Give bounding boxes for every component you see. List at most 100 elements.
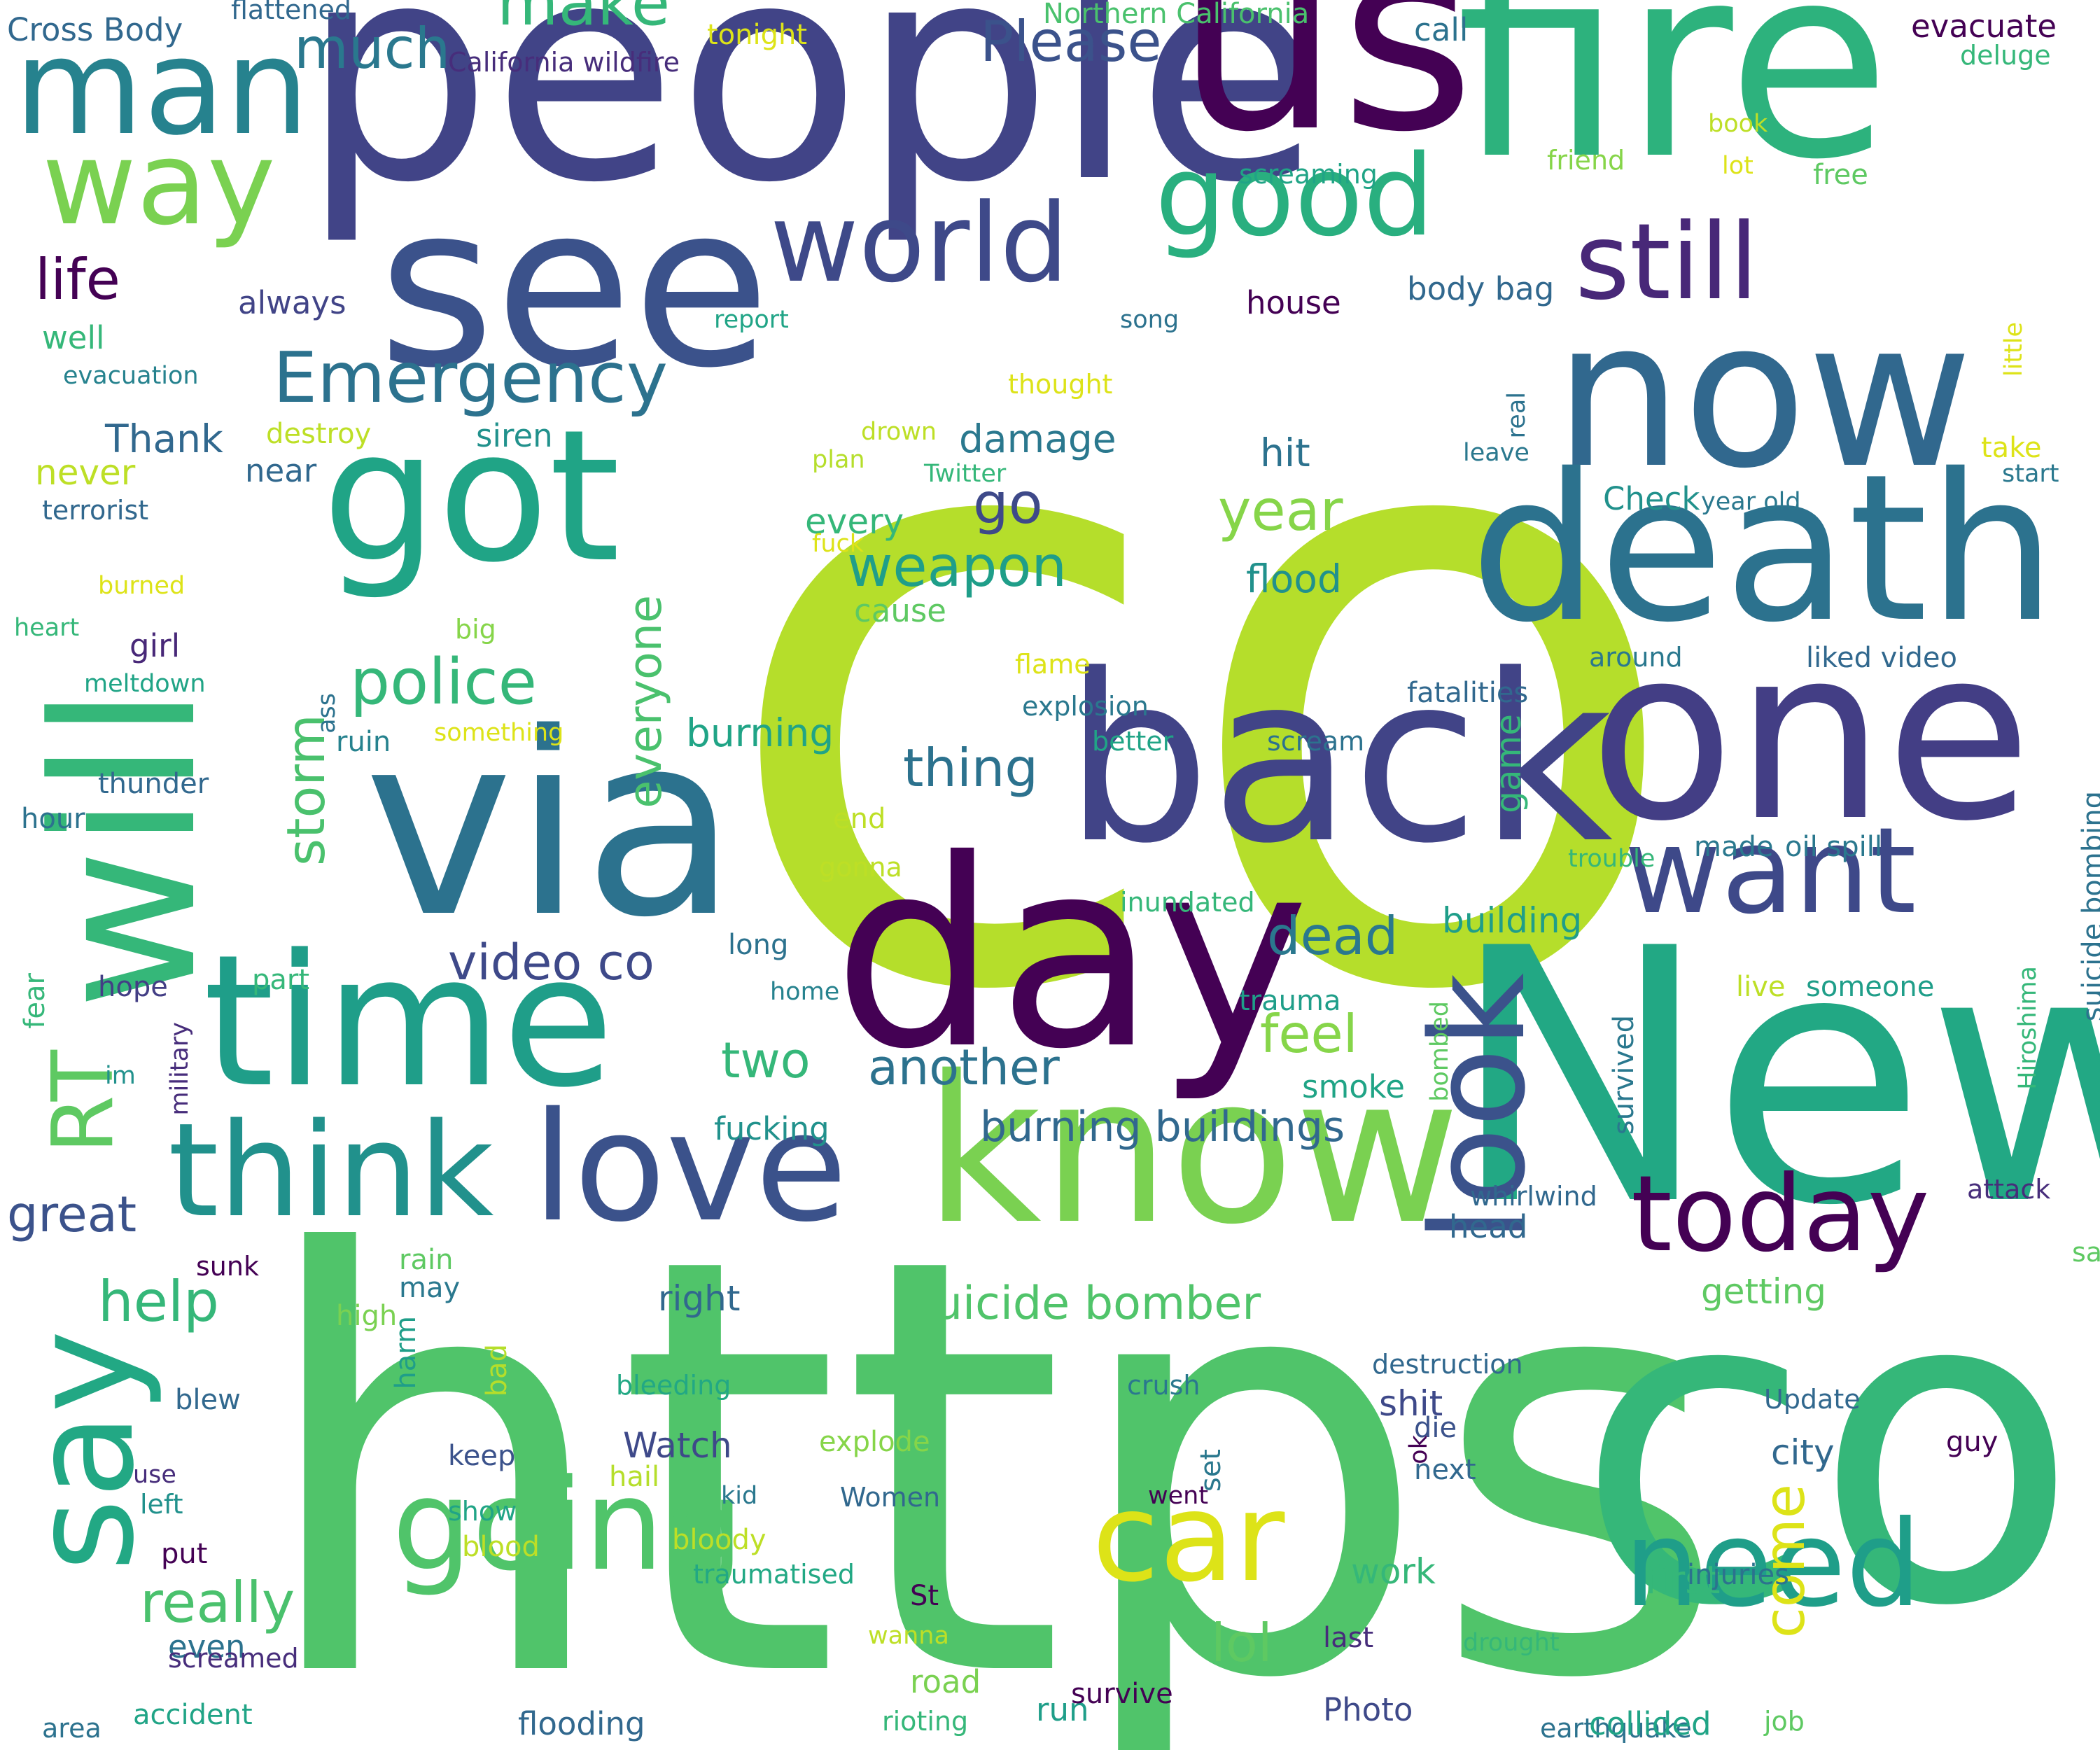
cloud-word-game: game (1488, 714, 1529, 813)
cloud-word-wanna: wanna (868, 1622, 949, 1650)
cloud-word-song: song (1120, 306, 1180, 334)
cloud-word-meltdown: meltdown (84, 670, 206, 698)
cloud-word-suicide-bomber: suicide bomber (910, 1278, 1261, 1330)
cloud-word-burned: burned (98, 572, 186, 600)
cloud-word-friend: friend (1547, 145, 1625, 176)
cloud-word-run: run (1036, 1691, 1089, 1728)
cloud-word-made: made (1694, 831, 1774, 863)
cloud-word-house: house (1246, 284, 1341, 321)
cloud-word-thunder: thunder (98, 768, 209, 800)
cloud-word-people: people (301, 0, 1322, 248)
cloud-word-lot: lot (1722, 152, 1754, 180)
cloud-word-around: around (1589, 642, 1683, 673)
cloud-word-twitter: Twitter (924, 460, 1007, 488)
cloud-word-fatalities: fatalities (1407, 677, 1529, 709)
cloud-word-may: may (399, 1272, 461, 1304)
cloud-word-new: New (1449, 874, 2100, 1282)
cloud-word-photo: Photo (1323, 1691, 1413, 1728)
cloud-word-please: Please (980, 9, 1162, 74)
cloud-word-want: want (1624, 802, 1917, 941)
cloud-word-evacuation: evacuation (63, 362, 199, 390)
cloud-word-rioting: rioting (882, 1706, 969, 1737)
cloud-word-need: need (1624, 1495, 1921, 1634)
cloud-word-terrorist: terrorist (42, 495, 149, 526)
cloud-word-hit: hit (1260, 430, 1310, 475)
cloud-word-bloody: bloody (672, 1524, 766, 1556)
cloud-word-fucking: fucking (714, 1110, 830, 1147)
cloud-word-well: well (42, 319, 105, 356)
cloud-word-two: two (721, 1032, 811, 1089)
cloud-word-whirlwind: whirlwind (1470, 1181, 1597, 1212)
cloud-word-harm: harm (390, 1316, 422, 1390)
cloud-word-high: high (336, 1300, 398, 1332)
cloud-word-destroy: destroy (266, 418, 372, 450)
cloud-word-someone: someone (1806, 971, 1935, 1003)
cloud-word-put: put (161, 1538, 208, 1570)
cloud-word-girl: girl (130, 627, 181, 664)
cloud-word-road: road (910, 1663, 981, 1700)
cloud-word-went: went (1148, 1482, 1209, 1510)
cloud-word-left: left (140, 1489, 183, 1520)
cloud-word-use: use (133, 1461, 176, 1489)
cloud-word-much: much (294, 16, 451, 81)
cloud-word-earthquake: earthquake (1540, 1713, 1692, 1744)
cloud-word-great: great (7, 1186, 137, 1243)
cloud-word-st: St (910, 1580, 939, 1612)
cloud-word-job: job (1764, 1706, 1805, 1737)
cloud-word-injuries: injuries (1687, 1559, 1789, 1591)
cloud-word-dead: dead (1267, 905, 1399, 967)
cloud-word-update: Update (1764, 1384, 1861, 1415)
cloud-word-hour: hour (21, 803, 85, 835)
cloud-word-next: next (1414, 1454, 1476, 1486)
cloud-word-northern-california: Northern California (1043, 0, 1310, 30)
cloud-word-women: Women (840, 1482, 941, 1513)
cloud-word-book: book (1708, 110, 1768, 138)
cloud-word-still: still (1575, 202, 1758, 323)
cloud-word-collided: collided (1589, 1705, 1712, 1742)
cloud-word-live: live (1736, 971, 1786, 1003)
cloud-word-die: die (1414, 1412, 1457, 1444)
cloud-word-real: real (1503, 392, 1531, 439)
cloud-word-crush: crush (1127, 1370, 1200, 1401)
cloud-word-survived: survived (1608, 1015, 1640, 1135)
cloud-word-area: area (42, 1713, 102, 1744)
cloud-word-flame: flame (1015, 649, 1091, 680)
cloud-word-damage: damage (959, 416, 1116, 461)
cloud-word-better: better (1092, 726, 1174, 757)
cloud-word-help: help (98, 1269, 219, 1334)
cloud-word-bleeding: bleeding (616, 1370, 732, 1401)
cloud-word-check: Check (1603, 480, 1700, 517)
cloud-word-every: every (805, 501, 904, 542)
cloud-word-call: call (1414, 11, 1469, 48)
cloud-word-make: make (497, 0, 671, 40)
cloud-word-never: never (35, 452, 136, 493)
cloud-word-go: go (973, 471, 1043, 536)
cloud-word-california-wildfire: California wildfire (448, 47, 680, 78)
cloud-word-little: little (2000, 322, 2028, 377)
cloud-word-gonna: gonna (819, 852, 902, 883)
cloud-word-explosion: explosion (1022, 691, 1149, 722)
cloud-word-co: co (714, 197, 1690, 1175)
cloud-word-smoke: smoke (1302, 1068, 1405, 1105)
cloud-word-city: city (1771, 1432, 1835, 1473)
cloud-word-fear: fear (19, 973, 51, 1029)
cloud-word-burning: burning (686, 710, 834, 755)
cloud-word-attack: attack (1967, 1174, 2051, 1205)
cloud-word-lol: lol (1211, 1612, 1273, 1674)
cloud-word-kid: kid (721, 1482, 758, 1510)
cloud-word-always: always (238, 284, 346, 321)
cloud-word-shit: shit (1379, 1383, 1443, 1424)
cloud-word-flooding: flooding (518, 1705, 645, 1742)
cloud-word-accident: accident (133, 1699, 253, 1731)
cloud-word-hiroshima: Hiroshima (2014, 966, 2042, 1090)
cloud-word-via: via (364, 679, 738, 972)
cloud-word-back: back (1064, 625, 1614, 894)
cloud-word-fuck: fuck (812, 530, 864, 558)
cloud-word-see: see (378, 157, 771, 417)
cloud-word-something: something (434, 719, 564, 747)
cloud-word-survive: survive (1071, 1678, 1173, 1710)
cloud-word-say: say (2, 1330, 165, 1572)
cloud-word-police: police (350, 645, 538, 719)
cloud-word-got: got (322, 391, 621, 603)
cloud-word-military: military (166, 1022, 194, 1116)
